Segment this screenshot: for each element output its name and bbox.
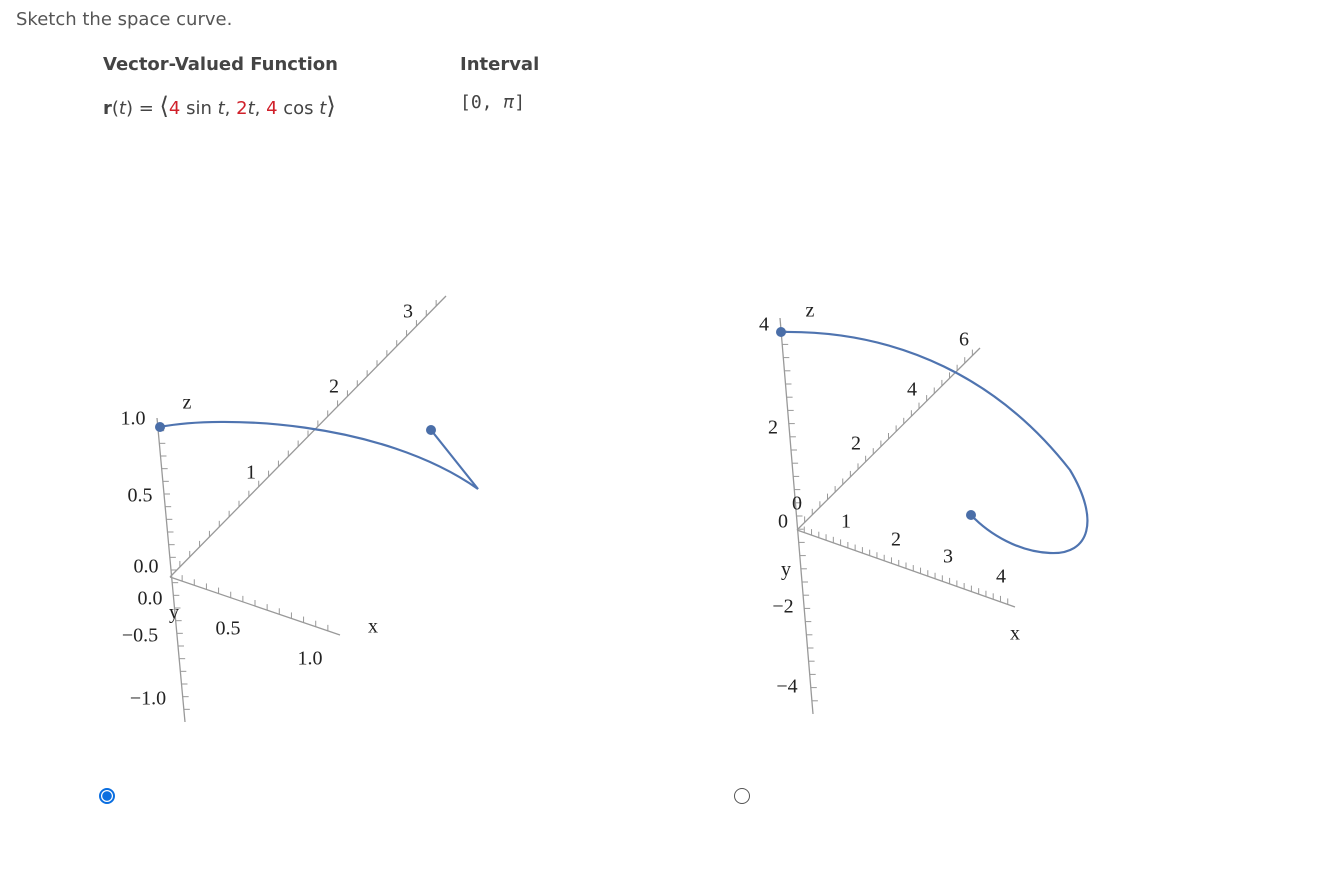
- axis-label: 0.5: [216, 618, 241, 640]
- axis-label: 0: [778, 511, 788, 533]
- axis-label: −0.5: [122, 625, 158, 647]
- radio-option[interactable]: [99, 788, 115, 804]
- axis-label: 3: [943, 546, 953, 568]
- axis-label: 0: [792, 493, 802, 515]
- fn-part: r: [103, 98, 112, 119]
- fn-part: ,: [254, 98, 267, 119]
- radio-option[interactable]: [734, 788, 750, 804]
- curve: [159, 420, 479, 490]
- axis-label: 4: [907, 379, 917, 401]
- axis-label: 0.5: [128, 485, 153, 507]
- fn-part: ⟨: [159, 92, 169, 120]
- endpoint: [426, 425, 436, 435]
- axis-labels: z y x 1.0 0.5 0.0 0.0 −0.5 −1.0 1 2 3 0.5 1.0 z y x 4 2 00 −…: [121, 300, 1021, 710]
- fn-part: (: [111, 98, 119, 119]
- axis-label: 3: [403, 301, 413, 323]
- axis-label: −4: [776, 676, 797, 698]
- fn-part: ⟩: [326, 92, 336, 120]
- endpoint: [966, 510, 976, 520]
- curves: [159, 330, 1089, 555]
- axis-label: x: [368, 616, 378, 638]
- fn-part: cos: [277, 98, 320, 119]
- endpoint: [776, 327, 786, 337]
- axis-label: −1.0: [130, 688, 166, 710]
- axis-label: z: [806, 300, 815, 322]
- iv-part: [0,: [460, 92, 504, 113]
- header-function: Vector-Valued Function: [103, 54, 338, 75]
- axis-label: 2: [768, 417, 778, 439]
- fn-part: t: [118, 98, 126, 119]
- tick-marks: [158, 300, 1009, 710]
- fn-part: 2: [236, 98, 248, 119]
- axis-label: 2: [329, 376, 339, 398]
- fn-part: 4: [266, 98, 278, 119]
- header-interval: Interval: [460, 54, 540, 75]
- curve: [780, 330, 1089, 555]
- axis-label: −2: [772, 596, 793, 618]
- axis-label: y: [169, 602, 179, 624]
- endpoints: [155, 327, 976, 520]
- fn-part: ) =: [125, 98, 160, 119]
- axis-label: 2: [891, 529, 901, 551]
- axis-label: 4: [759, 314, 769, 336]
- endpoint: [155, 422, 165, 432]
- fn-part: ,: [224, 98, 237, 119]
- axis-label: 1: [841, 511, 851, 533]
- fn-part: 4: [168, 98, 181, 119]
- fn-part: t: [247, 98, 255, 119]
- fn-part: t: [217, 98, 225, 119]
- axis-label: 1.0: [121, 408, 146, 430]
- axis-label: 0.0: [134, 556, 159, 578]
- fn-part: sin: [180, 98, 218, 119]
- function: r(t) = ⟨4 sin t, 2t, 4 cos t⟩: [103, 92, 336, 120]
- iv-part: π: [503, 92, 515, 113]
- axis-label: y: [781, 559, 791, 581]
- fn-part: t: [319, 98, 327, 119]
- axis-label: 0.0: [138, 588, 163, 610]
- prompt: Sketch the space curve.: [16, 9, 233, 30]
- axis-label: 2: [851, 433, 861, 455]
- iv-part: ]: [514, 92, 526, 113]
- axis-label: z: [183, 392, 192, 414]
- axis-label: 4: [996, 566, 1006, 588]
- axis-label: x: [1010, 623, 1020, 645]
- interval: [0, π]: [460, 92, 525, 113]
- axis-label: 1: [246, 462, 256, 484]
- axis-label: 6: [959, 329, 969, 351]
- axis-label: 1.0: [298, 648, 323, 670]
- axes: [156, 295, 1016, 723]
